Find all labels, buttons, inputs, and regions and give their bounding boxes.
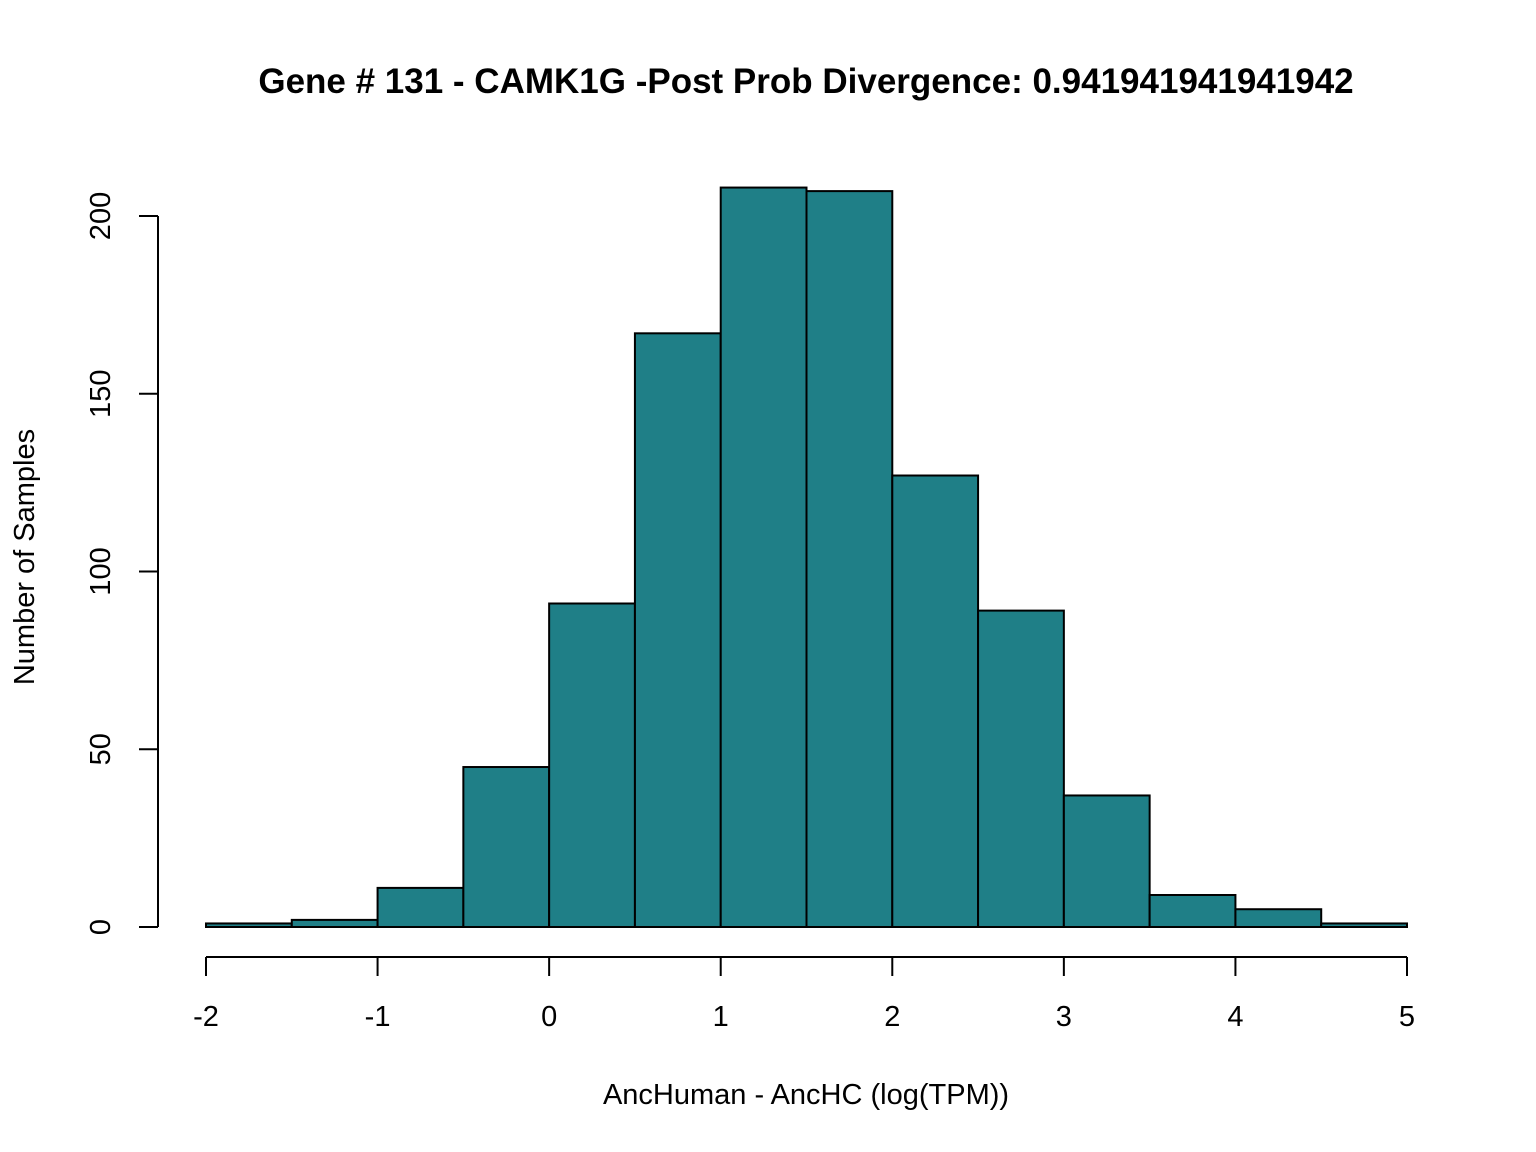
x-tick-label: -1 [365,1001,391,1033]
y-tick-label: 150 [85,370,117,418]
histogram-bar [1234,908,1323,928]
y-axis: 0 50 100 150 200 [85,192,159,935]
histogram-bar [205,922,293,929]
y-tick-label: 50 [85,733,117,765]
x-tick-label: 0 [541,1001,557,1033]
x-tick-label: 5 [1399,1001,1415,1033]
histogram-bar [462,766,551,929]
y-tick-label: 200 [85,192,117,240]
histogram-bar [891,474,980,928]
histogram-bar [805,190,894,929]
chart-title: Gene # 131 - CAMK1G -Post Prob Divergenc… [258,62,1353,101]
x-axis-label: AncHuman - AncHC (log(TPM)) [603,1079,1009,1111]
x-tick-label: -2 [193,1001,219,1033]
histogram-bar [633,332,722,928]
histogram-bar [1148,894,1237,929]
x-tick-label: 2 [884,1001,900,1033]
bars-group [205,186,1408,929]
histogram-bar [977,609,1065,928]
y-axis-label: Number of Samples [9,429,41,685]
x-tick-label: 3 [1056,1001,1072,1033]
x-axis: -2 -1 0 1 2 3 4 5 [193,956,1415,1033]
y-tick-label: 0 [85,919,117,935]
y-tick-label: 100 [85,547,117,595]
histogram-bar [719,186,808,928]
x-tick-label: 4 [1227,1001,1243,1033]
histogram-bar [1062,794,1151,929]
histogram-bar [1320,922,1408,929]
histogram-bar [290,918,379,929]
x-tick-label: 1 [713,1001,729,1033]
histogram-bar [376,886,465,929]
histogram-bar [548,602,636,928]
